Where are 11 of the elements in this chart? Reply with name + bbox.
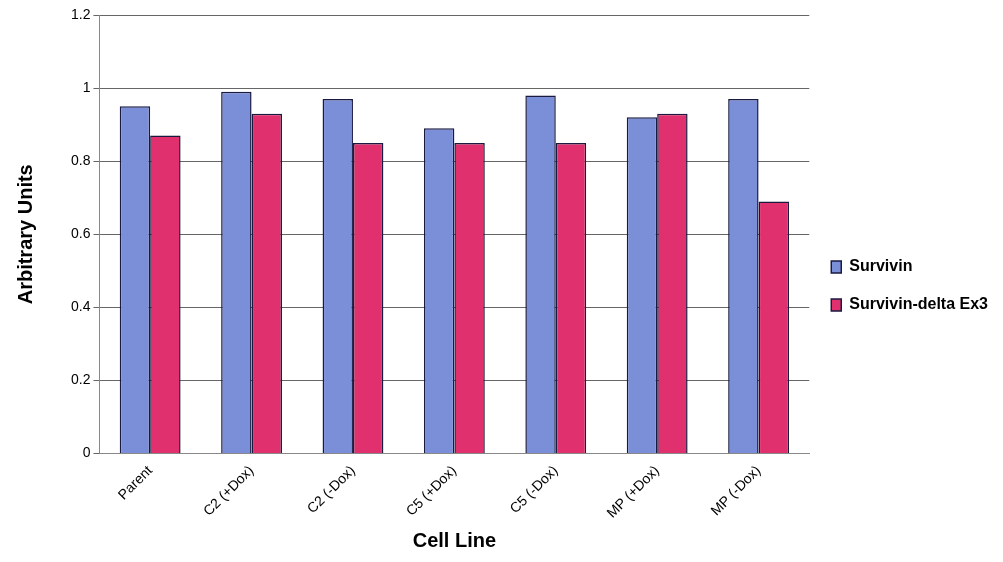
x-axis-title: Cell Line xyxy=(412,528,497,551)
y-tick-label: 0.2 xyxy=(70,371,91,388)
y-tick-label: 0 xyxy=(82,444,91,461)
y-tick-label: 0.4 xyxy=(70,298,91,315)
y-tick-label: 1 xyxy=(82,78,91,95)
y-tick-label: 0.8 xyxy=(70,152,91,169)
y-axis-title: Arbitrary Units xyxy=(13,164,36,305)
y-tick-label: 1.2 xyxy=(70,5,91,22)
y-tick-label: 0.6 xyxy=(70,225,91,242)
legend-label: Survivin xyxy=(849,257,913,275)
legend-label: Survivin-delta Ex3 xyxy=(849,295,989,313)
